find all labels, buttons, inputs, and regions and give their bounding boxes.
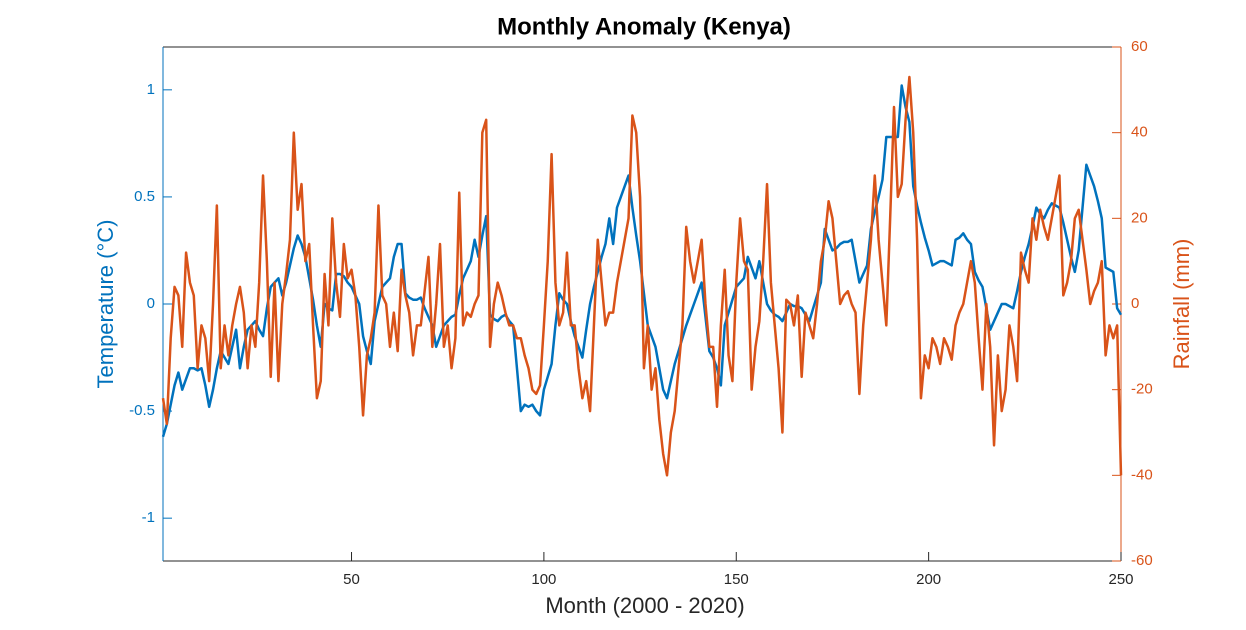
x-axis-label: Month (2000 - 2020) [545, 593, 744, 618]
y2-tick-label: 20 [1131, 209, 1148, 226]
y-axis-label: Temperature (°C) [93, 220, 118, 389]
data-line [161, 75, 1123, 477]
y-tick-label: 0.5 [134, 188, 155, 205]
x-tick-label: 250 [1108, 571, 1133, 588]
y2-tick-label: -60 [1131, 552, 1153, 569]
x-tick-label: 200 [916, 571, 941, 588]
chart-title: Monthly Anomaly (Kenya) [497, 13, 791, 40]
y-tick-label: 0 [147, 295, 155, 312]
y2-tick-label: -40 [1131, 466, 1153, 483]
y2-tick-label: 0 [1131, 295, 1139, 312]
y2-axis-label: Rainfall (mm) [1169, 239, 1194, 370]
y2-tick-label: 60 [1131, 38, 1148, 55]
y2-tick-label: -20 [1131, 381, 1153, 398]
y-tick-label: -0.5 [129, 402, 155, 419]
y-tick-label: 1 [147, 81, 155, 98]
y2-tick-label: 40 [1131, 124, 1148, 141]
x-tick-label: 100 [531, 571, 556, 588]
x-tick-label: 50 [343, 571, 360, 588]
x-tick-label: 150 [724, 571, 749, 588]
y-tick-label: -1 [142, 509, 155, 526]
